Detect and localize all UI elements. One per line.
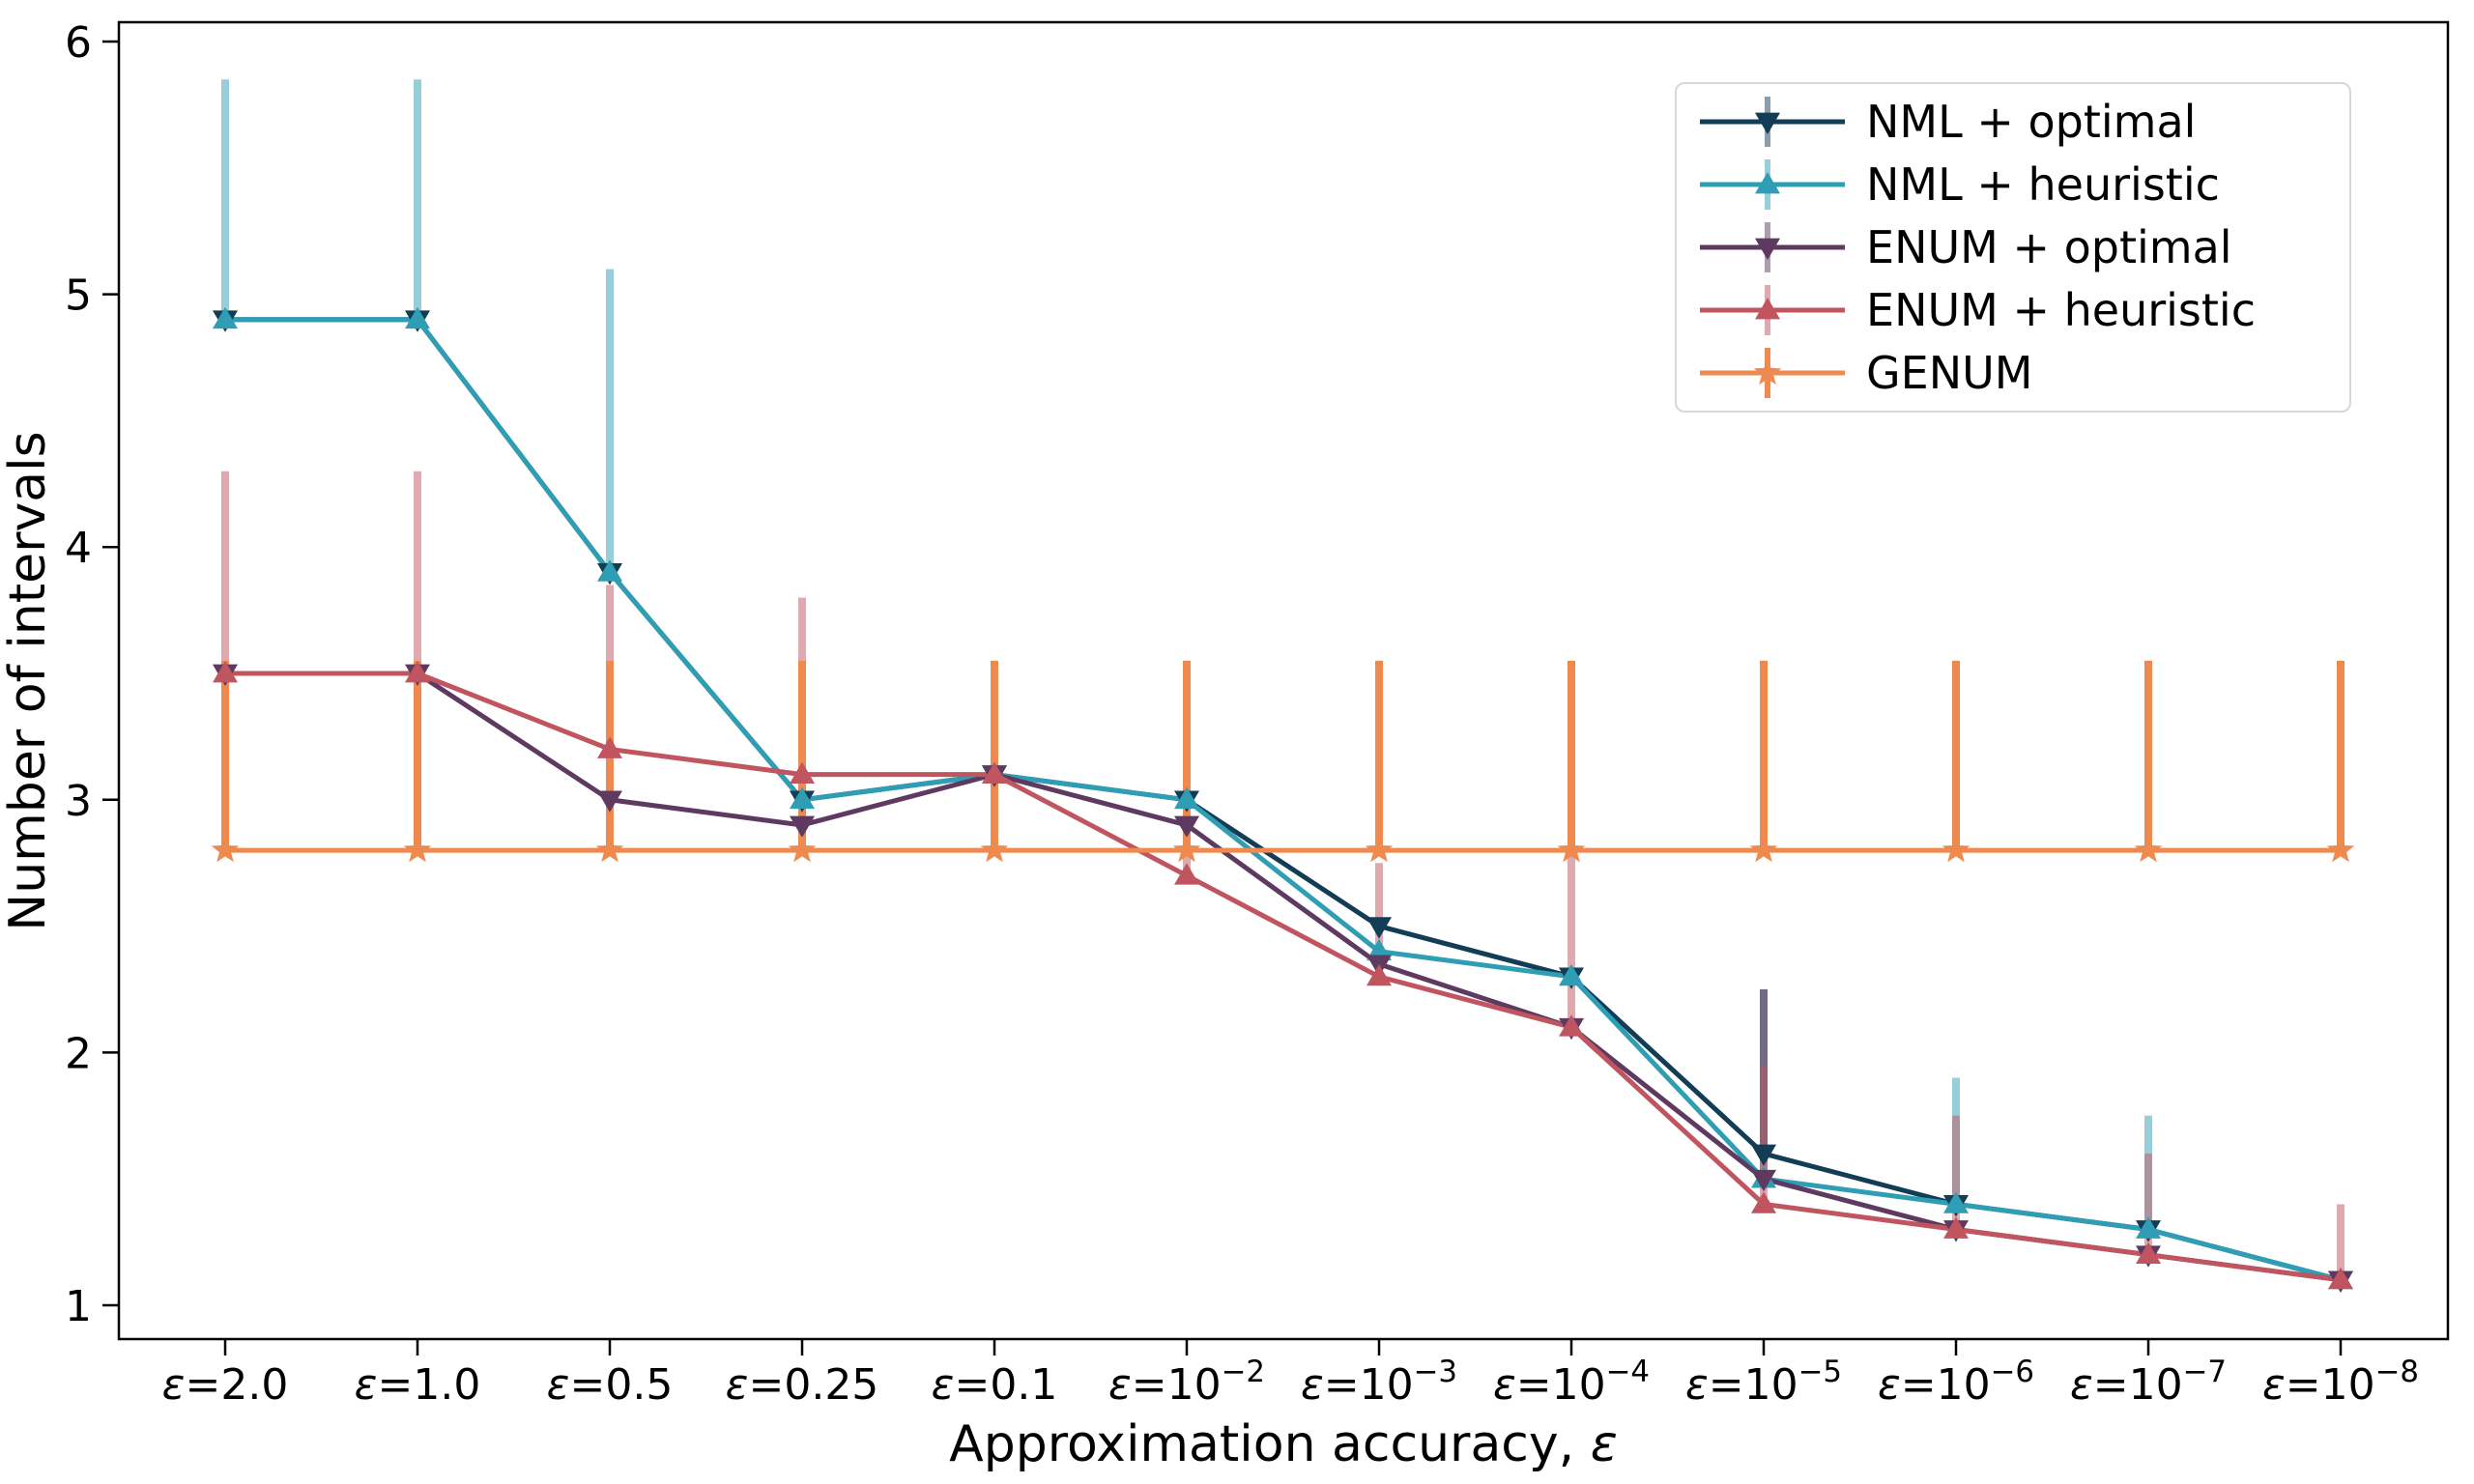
series-line-nml-heuristic [225, 317, 2342, 1283]
triangle-up-marker-icon [1366, 963, 1392, 986]
legend-label: ENUM + optimal [1866, 220, 2232, 273]
triangle-up-marker-icon [213, 306, 238, 329]
triangle-up-marker-icon [1174, 786, 1199, 810]
series-markers-enum-optimal [213, 664, 2353, 1293]
legend-triangle-down-marker-icon [1755, 238, 1780, 260]
x-tick-label: ε=0.25 [726, 1360, 879, 1410]
triangle-up-marker-icon [2136, 1216, 2161, 1239]
star-marker-icon [1557, 836, 1586, 863]
triangle-up-marker-icon [405, 661, 430, 683]
legend-triangle-up-marker-icon [1755, 297, 1780, 320]
triangle-up-marker-icon [2328, 1267, 2353, 1290]
x-tick-label: ε=2.0 [162, 1360, 289, 1410]
y-axis-label: Number of intervals [0, 431, 57, 930]
y-tick-label: 5 [65, 271, 92, 321]
x-tick-label: ε=10−2 [1108, 1355, 1265, 1410]
legend-swatch [1700, 97, 1845, 148]
star-marker-icon [211, 836, 240, 863]
legend-item-nml-heuristic: NML + heuristic [1700, 155, 2340, 215]
axis-ticks-layer: 1 2 3 4 5 6 ε=2.0 ε=1.0 ε=0.5 ε=0.25 ε=0.1 ε=10−2 ε=… [65, 18, 2419, 1410]
series-line-enum-optimal [225, 671, 2342, 1283]
star-marker-icon [595, 836, 624, 863]
y-tick-label: 2 [65, 1029, 92, 1078]
x-tick-label: ε=1.0 [355, 1360, 481, 1410]
series-line-enum-heuristic [225, 671, 2342, 1283]
legend-label: NML + optimal [1866, 96, 2197, 149]
error-bars-genum [221, 660, 2345, 851]
triangle-up-marker-icon [1559, 1014, 1584, 1037]
x-tick-label: ε=10−4 [1493, 1355, 1650, 1410]
legend-star-marker-icon [1753, 357, 1782, 385]
triangle-up-marker-icon [2136, 1241, 2161, 1265]
triangle-up-marker-icon [213, 661, 238, 683]
star-marker-icon [1365, 836, 1394, 863]
legend-swatch [1700, 284, 1845, 335]
series-lines-layer [225, 317, 2342, 1283]
legend-item-enum-optimal: ENUM + optimal [1700, 216, 2340, 277]
x-tick-label: ε=10−3 [1301, 1355, 1457, 1410]
triangle-up-marker-icon [790, 786, 815, 810]
triangle-down-marker-icon [1174, 815, 1199, 838]
legend-item-genum: GENUM [1700, 342, 2340, 403]
star-marker-icon [1749, 836, 1778, 863]
triangle-up-marker-icon [405, 306, 430, 329]
star-marker-icon [788, 836, 817, 863]
triangle-down-marker-icon [1751, 1169, 1776, 1192]
x-tick-label: ε=10−6 [1878, 1355, 2034, 1410]
series-line-nml-optimal [225, 317, 2342, 1283]
x-tick-label: ε=0.5 [547, 1360, 674, 1410]
triangle-down-marker-icon [1366, 917, 1392, 939]
triangle-up-marker-icon [1943, 1191, 1969, 1213]
triangle-up-marker-icon [597, 559, 622, 582]
plot-border [117, 20, 2450, 1341]
y-tick-label: 3 [65, 777, 92, 826]
star-marker-icon [2326, 836, 2355, 863]
x-axis-label: Approximation accuracy, ε [949, 1415, 1618, 1473]
legend-swatch [1700, 221, 1845, 272]
series-markers-enum-heuristic [213, 661, 2353, 1290]
triangle-up-marker-icon [597, 736, 622, 758]
triangle-down-marker-icon [597, 790, 622, 813]
y-tick-label: 1 [65, 1282, 92, 1331]
triangle-up-marker-icon [1559, 963, 1584, 986]
x-tick-label: ε=10−7 [2070, 1355, 2227, 1410]
x-tick-label: ε=10−5 [1685, 1355, 1842, 1410]
legend-swatch [1700, 159, 1845, 211]
star-marker-icon [1172, 836, 1201, 863]
legend-triangle-down-marker-icon [1755, 112, 1780, 135]
legend-label: ENUM + heuristic [1866, 283, 2256, 336]
star-marker-icon [2134, 836, 2163, 863]
legend-item-nml-optimal: NML + optimal [1700, 92, 2340, 153]
x-tick-label: ε=0.1 [932, 1360, 1058, 1410]
triangle-up-marker-icon [982, 761, 1007, 784]
x-tick-label: ε=10−8 [2262, 1355, 2419, 1410]
legend-swatch [1700, 347, 1845, 398]
triangle-up-marker-icon [1943, 1216, 1969, 1239]
triangle-up-marker-icon [1751, 1191, 1776, 1213]
triangle-up-marker-icon [790, 761, 815, 784]
triangle-down-marker-icon [790, 815, 815, 838]
legend: NML + optimal NML + heuristic ENUM + optim… [1675, 82, 2351, 413]
legend-item-enum-heuristic: ENUM + heuristic [1700, 279, 2340, 340]
triangle-down-marker-icon [1751, 1144, 1776, 1167]
y-tick-label: 4 [65, 524, 92, 573]
series-markers-nml-heuristic [213, 306, 2353, 1290]
star-marker-icon [403, 836, 432, 863]
star-marker-icon [1942, 836, 1971, 863]
series-markers-genum [211, 836, 2355, 863]
legend-label: GENUM [1866, 346, 2033, 399]
legend-label: NML + heuristic [1866, 158, 2220, 212]
series-markers-nml-optimal [213, 310, 2353, 1293]
triangle-up-marker-icon [1174, 863, 1199, 885]
series-markers-layer [211, 306, 2355, 1293]
y-tick-label: 6 [65, 18, 92, 68]
star-marker-icon [980, 836, 1009, 863]
legend-triangle-up-marker-icon [1755, 172, 1780, 194]
